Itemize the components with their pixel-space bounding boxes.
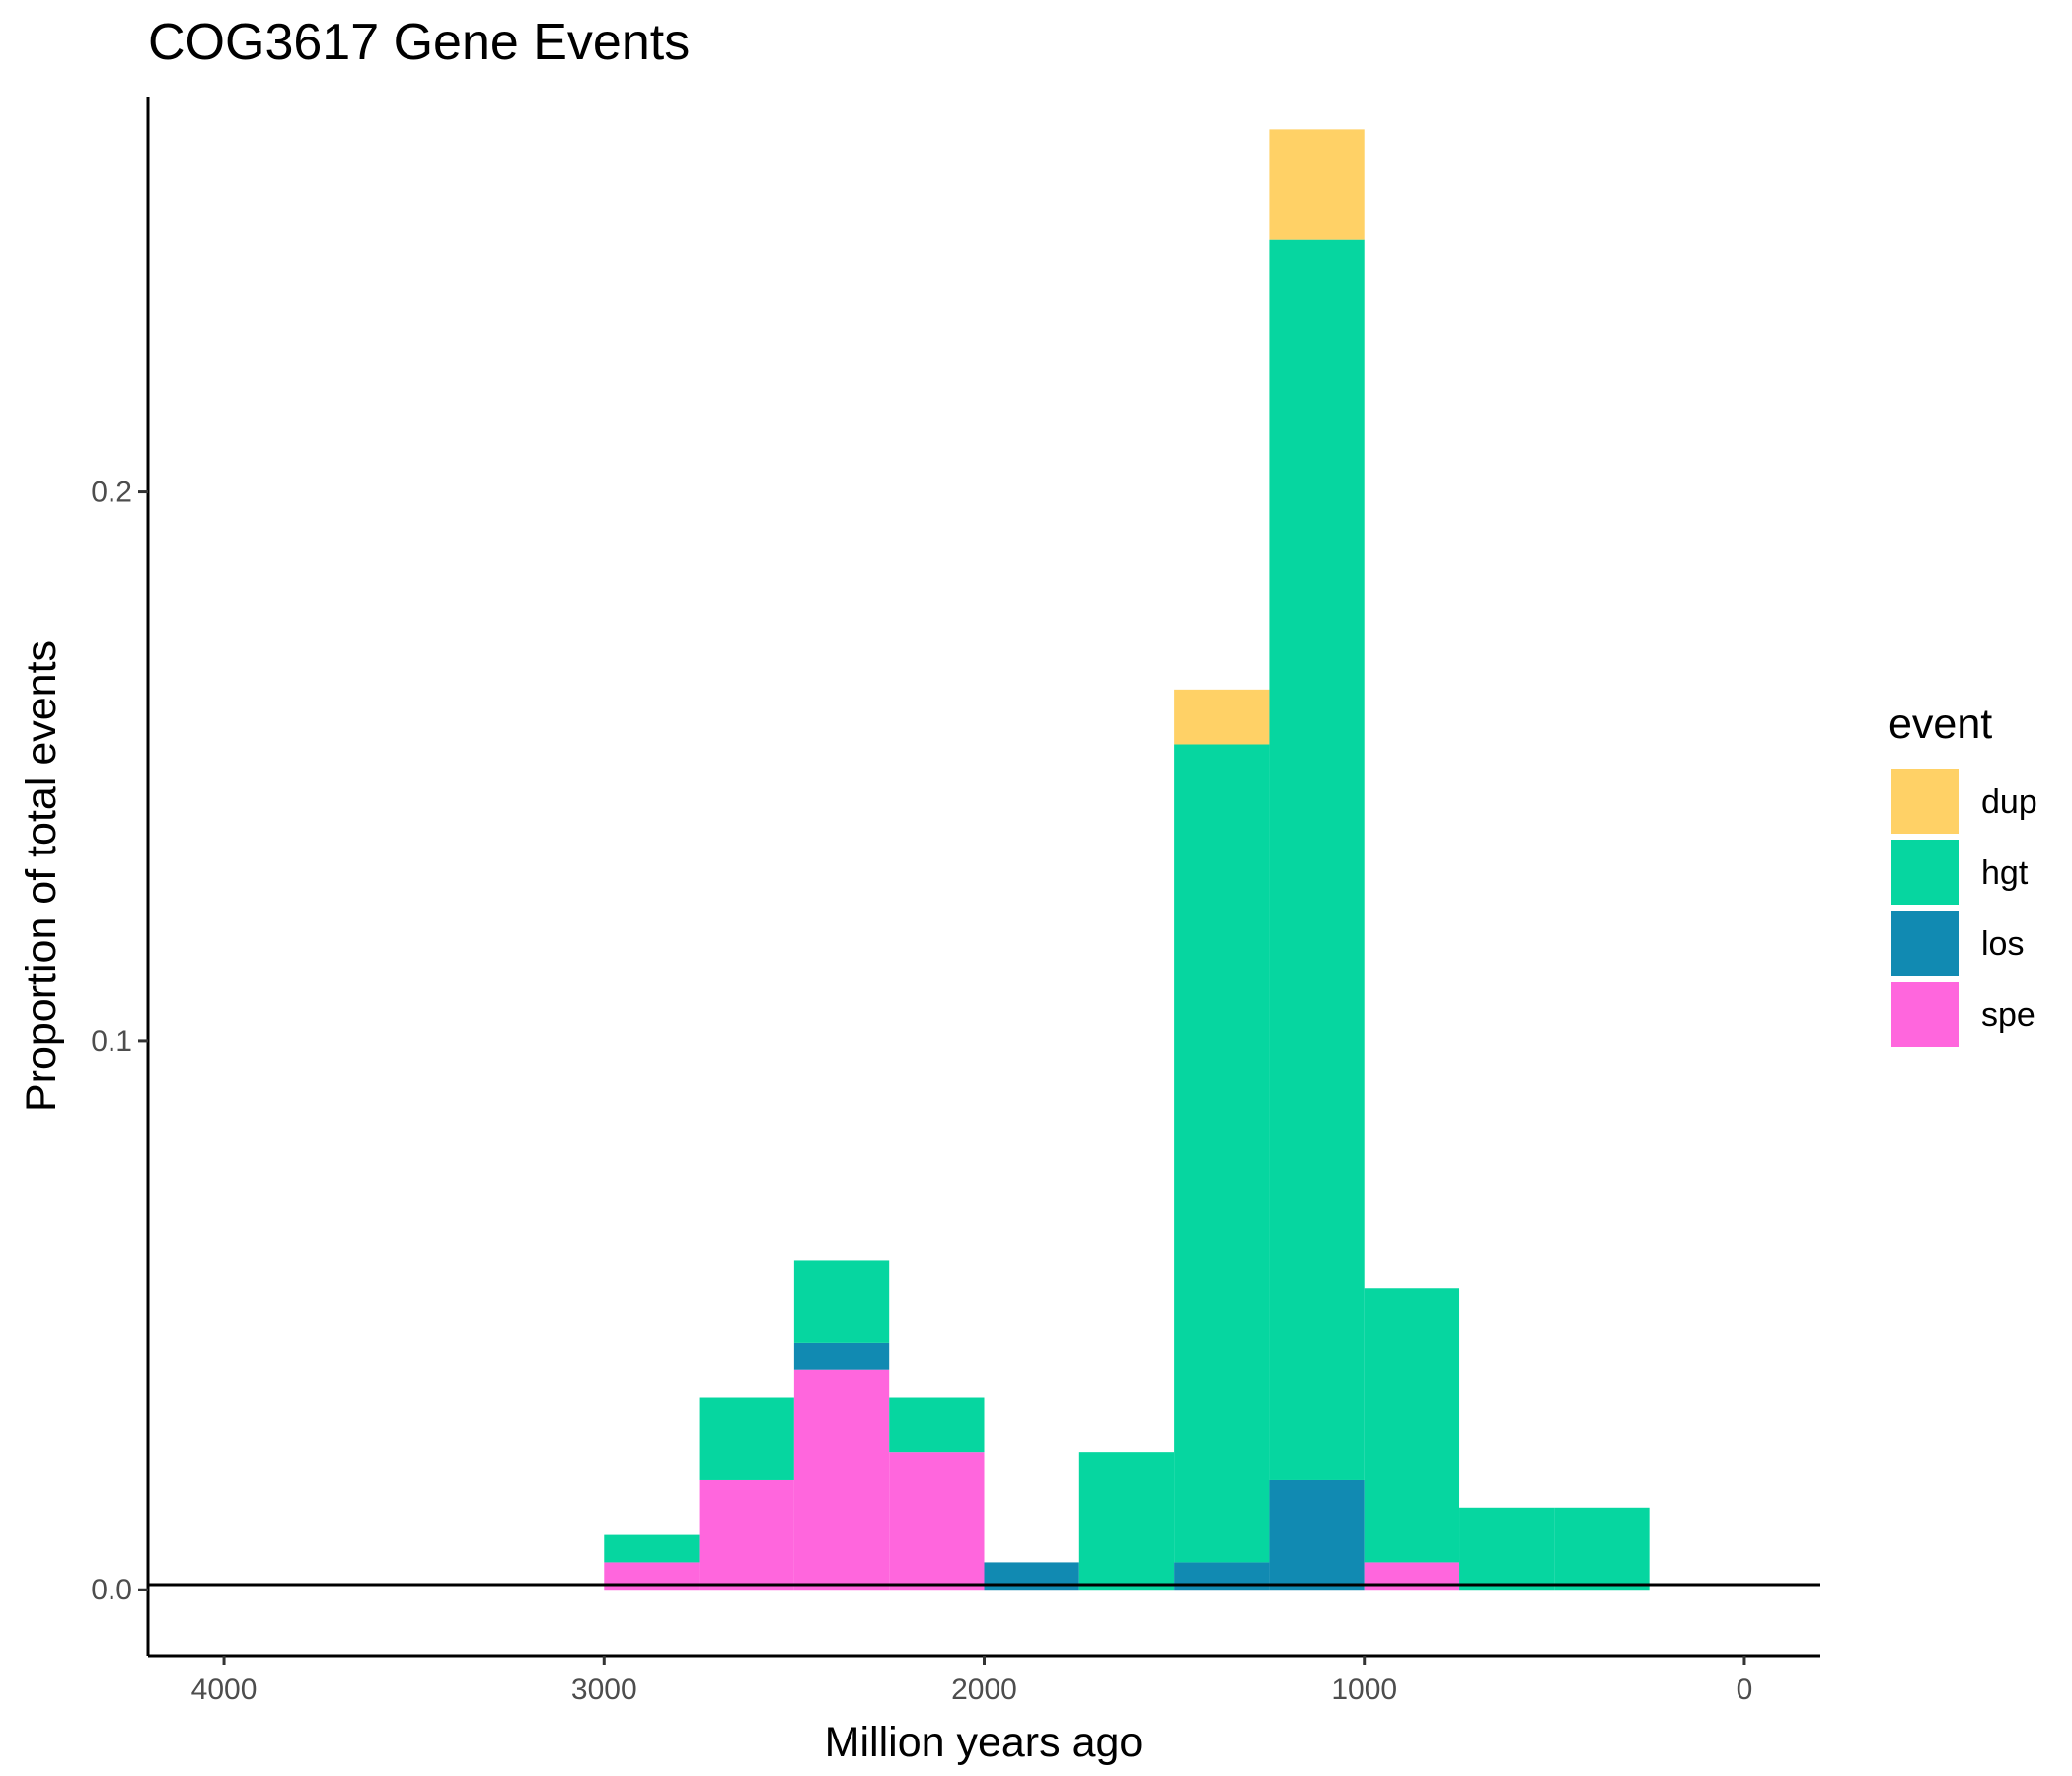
x-axis-title: Million years ago xyxy=(825,1719,1144,1766)
bar-hgt-500 xyxy=(1554,1507,1650,1591)
bar-los-2500 xyxy=(793,1342,890,1370)
bar-hgt-750 xyxy=(1459,1507,1555,1591)
bar-hgt-3000 xyxy=(604,1534,700,1563)
bar-hgt-2500 xyxy=(793,1260,890,1343)
legend-swatch-dup xyxy=(1891,769,1959,834)
bar-dup-1500 xyxy=(1174,689,1270,745)
y-axis-title: Proportion of total events xyxy=(18,640,65,1112)
legend-label-spe: spe xyxy=(1981,997,2035,1034)
bars-layer xyxy=(604,129,1650,1591)
y-tick-label: 0.2 xyxy=(91,477,132,509)
bar-spe-2750 xyxy=(699,1479,794,1591)
x-tick-label: 3000 xyxy=(571,1673,637,1706)
legend-label-los: los xyxy=(1981,925,2024,963)
x-tick-label: 1000 xyxy=(1331,1673,1397,1706)
legend: event dup hgt los spe xyxy=(1888,701,2037,1047)
bar-los-1250 xyxy=(1269,1479,1365,1591)
legend-swatch-spe xyxy=(1891,982,1959,1047)
legend-label-dup: dup xyxy=(1981,783,2037,821)
legend-swatch-hgt xyxy=(1891,840,1959,905)
legend-swatch-los xyxy=(1891,911,1959,976)
bar-spe-2250 xyxy=(889,1452,985,1591)
x-tick-label: 4000 xyxy=(191,1673,258,1706)
y-tick-label: 0.0 xyxy=(91,1574,132,1606)
legend-title: event xyxy=(1888,701,1992,748)
bar-hgt-1500 xyxy=(1174,744,1270,1563)
bar-spe-2500 xyxy=(793,1369,890,1591)
x-tick-label: 2000 xyxy=(951,1673,1017,1706)
y-axis-ticks: 0.0 0.1 0.2 xyxy=(91,477,148,1606)
x-axis-ticks: 4000 3000 2000 1000 0 xyxy=(191,1656,1753,1706)
bar-hgt-1250 xyxy=(1269,239,1365,1480)
bar-hgt-1000 xyxy=(1364,1288,1460,1563)
x-tick-label: 0 xyxy=(1737,1673,1753,1706)
y-tick-label: 0.1 xyxy=(91,1025,132,1058)
legend-label-hgt: hgt xyxy=(1981,854,2029,892)
chart-title: COG3617 Gene Events xyxy=(148,14,690,71)
bar-hgt-2750 xyxy=(699,1397,794,1480)
bar-dup-1250 xyxy=(1269,129,1365,240)
bar-hgt-1750 xyxy=(1078,1452,1175,1591)
bar-hgt-2250 xyxy=(889,1397,985,1453)
